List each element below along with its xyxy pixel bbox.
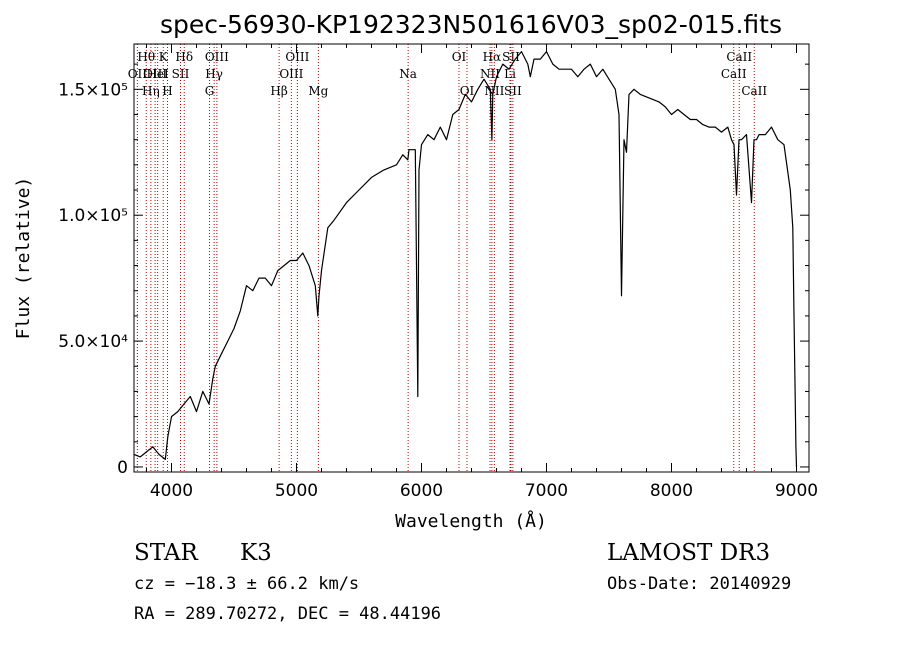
x-tick-label: 4000: [150, 481, 193, 501]
spectral-line-label: Hβ: [270, 84, 287, 98]
spectral-line-label: OIII: [285, 50, 309, 64]
spectral-line-label: HeI: [146, 67, 169, 81]
y-axis: 0 5.0×10⁴ 1.0×10⁵ 1.5×10⁵: [58, 63, 809, 478]
chart-title: spec-56930-KP192323N501616V03_sp02-015.f…: [160, 10, 782, 39]
y-tick-label: 1.0×10⁵: [58, 206, 128, 226]
x-tick-label: 9000: [775, 481, 818, 501]
x-tick-label: 5000: [275, 481, 318, 501]
spectrum-series-layer: [133, 50, 798, 468]
spectral-line-label: G: [205, 84, 215, 98]
spectral-line-label: K: [159, 50, 169, 64]
spectral-line-label: Hθ: [137, 50, 155, 64]
x-axis: 4000 5000 6000 7000 8000 9000: [146, 44, 818, 501]
obs-date: Obs-Date: 20140929: [607, 574, 792, 594]
spectral-line-label: OI: [460, 84, 475, 98]
plot-frame: [133, 43, 810, 473]
spectral-line-label: Na: [399, 67, 417, 81]
spectral-line-label: SII: [172, 67, 190, 81]
spectral-line-label: Hγ: [205, 67, 223, 81]
redshift-cz: cz = −18.3 ± 66.2 km/s: [134, 574, 360, 594]
x-axis-label: Wavelength (Å): [395, 510, 547, 532]
spectral-line-label: Li: [504, 67, 516, 81]
x-tick-label: 6000: [400, 481, 443, 501]
spectral-line-label: OIII: [143, 67, 167, 81]
y-tick-label: 1.5×10⁵: [58, 80, 128, 100]
y-axis-label: Flux (relative): [13, 177, 34, 340]
object-class: STAR: [134, 540, 198, 566]
spectral-line-label: SII: [502, 50, 520, 64]
spectral-line-label: Hδ: [175, 50, 193, 64]
spectral-line-label: Mg: [308, 84, 328, 98]
spectral-line-label: SII: [504, 84, 522, 98]
spectral-line-label: NII: [480, 67, 500, 81]
spectral-line-label: CaII: [726, 50, 752, 64]
y-tick-label: 5.0×10⁴: [58, 332, 128, 352]
y-tick-label: 0: [117, 458, 128, 478]
object-subclass: K3: [240, 540, 272, 566]
spectrum-series-line: [133, 50, 798, 468]
spectral-line-label: OIII: [279, 67, 303, 81]
x-tick-label: 7000: [525, 481, 568, 501]
spectral-line-label: CaII: [721, 67, 747, 81]
survey-name: LAMOST DR3: [607, 540, 771, 566]
spectral-line-label: Hη: [142, 84, 160, 98]
spectral-line-label: CaII: [741, 84, 767, 98]
spectral-line-label: Hα: [483, 50, 502, 64]
spectral-line-label: H: [162, 84, 172, 98]
spectral-line-label: OI: [452, 50, 467, 64]
spectral-line-label: OII: [128, 67, 148, 81]
spectral-line-label: OIII: [205, 50, 229, 64]
x-tick-label: 8000: [650, 481, 693, 501]
ra-dec: RA = 289.70272, DEC = 48.44196: [134, 604, 442, 624]
